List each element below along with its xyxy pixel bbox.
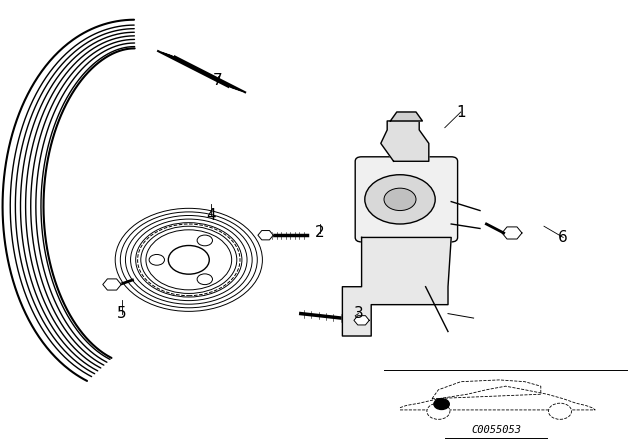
Text: 2: 2	[315, 225, 325, 241]
Text: 4: 4	[206, 207, 216, 223]
Polygon shape	[432, 380, 541, 399]
Circle shape	[434, 399, 449, 409]
Polygon shape	[502, 227, 522, 239]
Polygon shape	[258, 231, 273, 240]
Polygon shape	[400, 386, 595, 410]
Polygon shape	[103, 279, 121, 290]
Text: 7: 7	[212, 73, 223, 88]
Polygon shape	[342, 237, 451, 336]
Circle shape	[365, 175, 435, 224]
Text: 6: 6	[558, 230, 568, 245]
Text: C0055053: C0055053	[471, 425, 521, 435]
Polygon shape	[354, 316, 369, 325]
Polygon shape	[381, 121, 429, 161]
Text: 5: 5	[116, 306, 127, 321]
Circle shape	[548, 403, 572, 419]
Circle shape	[427, 403, 450, 419]
FancyBboxPatch shape	[355, 157, 458, 242]
Text: 1: 1	[456, 104, 466, 120]
Circle shape	[384, 188, 416, 211]
Text: 3: 3	[353, 306, 364, 321]
Polygon shape	[390, 112, 422, 121]
